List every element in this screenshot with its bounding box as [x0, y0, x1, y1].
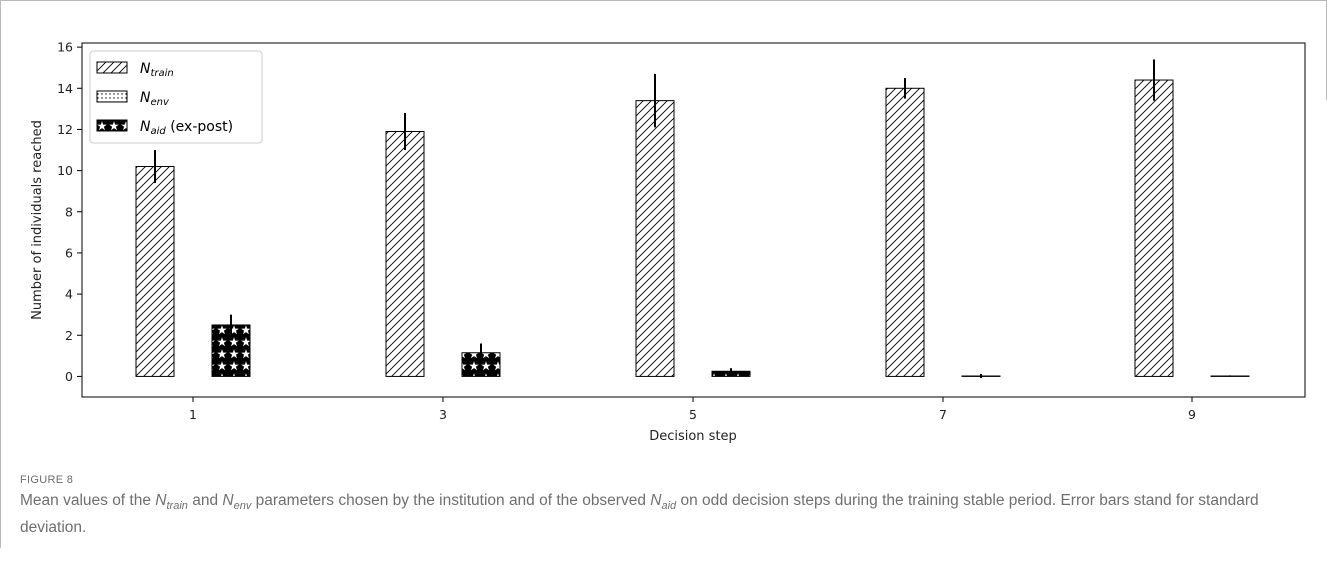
bar-chart: 0 2 4 6 8 10 12 14 16 1 3 5 7 9 Number of individual… [30, 40, 1306, 444]
bar-train-5 [635, 100, 675, 377]
caption-sub-train: train [166, 500, 188, 513]
x-tick-label: 7 [939, 407, 947, 422]
x-tick-label: 3 [439, 407, 447, 422]
legend-label-aid-suffix: (ex-post) [166, 119, 233, 135]
legend-label-train-main: N [140, 61, 151, 77]
x-axis-label: Decision step [649, 429, 737, 444]
y-tick-label: 8 [65, 204, 73, 219]
caption-part-2: and [187, 492, 223, 509]
legend-entry-aid: Naid (ex-post) [96, 119, 233, 137]
frame-right-border [1326, 0, 1327, 100]
legend-label-aid-main: N [140, 119, 151, 135]
svg-text:Nenv: Nenv [140, 90, 170, 108]
frame-left-border [0, 0, 1, 548]
caption-symbol-aid: N [650, 492, 662, 509]
legend-swatch-hatch [96, 61, 128, 74]
svg-text:Naid (ex-post): Naid (ex-post) [140, 119, 233, 137]
caption-part-3: parameters chosen by the institution and… [251, 492, 651, 509]
svg-text:Ntrain: Ntrain [140, 61, 174, 79]
caption-sub-aid: aid [661, 500, 677, 513]
bar-train-7 [885, 87, 925, 377]
y-axis-label: Number of individuals reached [30, 120, 45, 320]
y-tick-label: 4 [65, 287, 73, 302]
y-tick-label: 0 [65, 369, 73, 384]
y-axis: 0 2 4 6 8 10 12 14 16 [57, 40, 82, 384]
bar-train-1 [135, 165, 175, 377]
figure-caption: Mean values of the Ntrain and Nenv param… [20, 490, 1310, 538]
x-axis: 1 3 5 7 9 [189, 397, 1196, 422]
y-tick-label: 12 [57, 122, 73, 137]
caption-symbol-train: N [155, 492, 167, 509]
legend-label-aid-sub: aid [150, 126, 166, 137]
legend: Ntrain Nenv Naid (ex-post) [89, 50, 263, 144]
bars-group [135, 79, 1250, 377]
legend-label-env-sub: env [150, 97, 169, 108]
y-tick-label: 14 [57, 81, 73, 96]
caption-part-4: on odd decision steps during the trainin… [20, 492, 1259, 537]
legend-swatch-stars [96, 119, 128, 132]
caption-sub-env: env [233, 500, 252, 513]
x-tick-label: 5 [689, 407, 697, 422]
y-tick-label: 16 [57, 40, 73, 55]
y-tick-label: 10 [57, 163, 73, 178]
bar-train-9 [1134, 79, 1174, 377]
bar-train-3 [385, 131, 425, 377]
figure-label: FIGURE 8 [20, 474, 74, 486]
legend-entry-env: Nenv [96, 90, 170, 108]
x-tick-label: 9 [1188, 407, 1196, 422]
caption-part-1: Mean values of the [20, 492, 156, 509]
x-tick-label: 1 [189, 407, 197, 422]
error-bars-group [154, 59, 1231, 379]
legend-entry-train: Ntrain [96, 61, 174, 79]
legend-label-train-sub: train [150, 68, 173, 79]
legend-swatch-dots [96, 90, 128, 103]
y-tick-label: 2 [65, 328, 73, 343]
frame-top-border [0, 0, 1326, 1]
y-tick-label: 6 [65, 245, 73, 260]
legend-label-env-main: N [140, 90, 151, 106]
caption-symbol-env: N [222, 492, 234, 509]
legend-box [89, 50, 263, 144]
plot-area [81, 42, 1306, 398]
